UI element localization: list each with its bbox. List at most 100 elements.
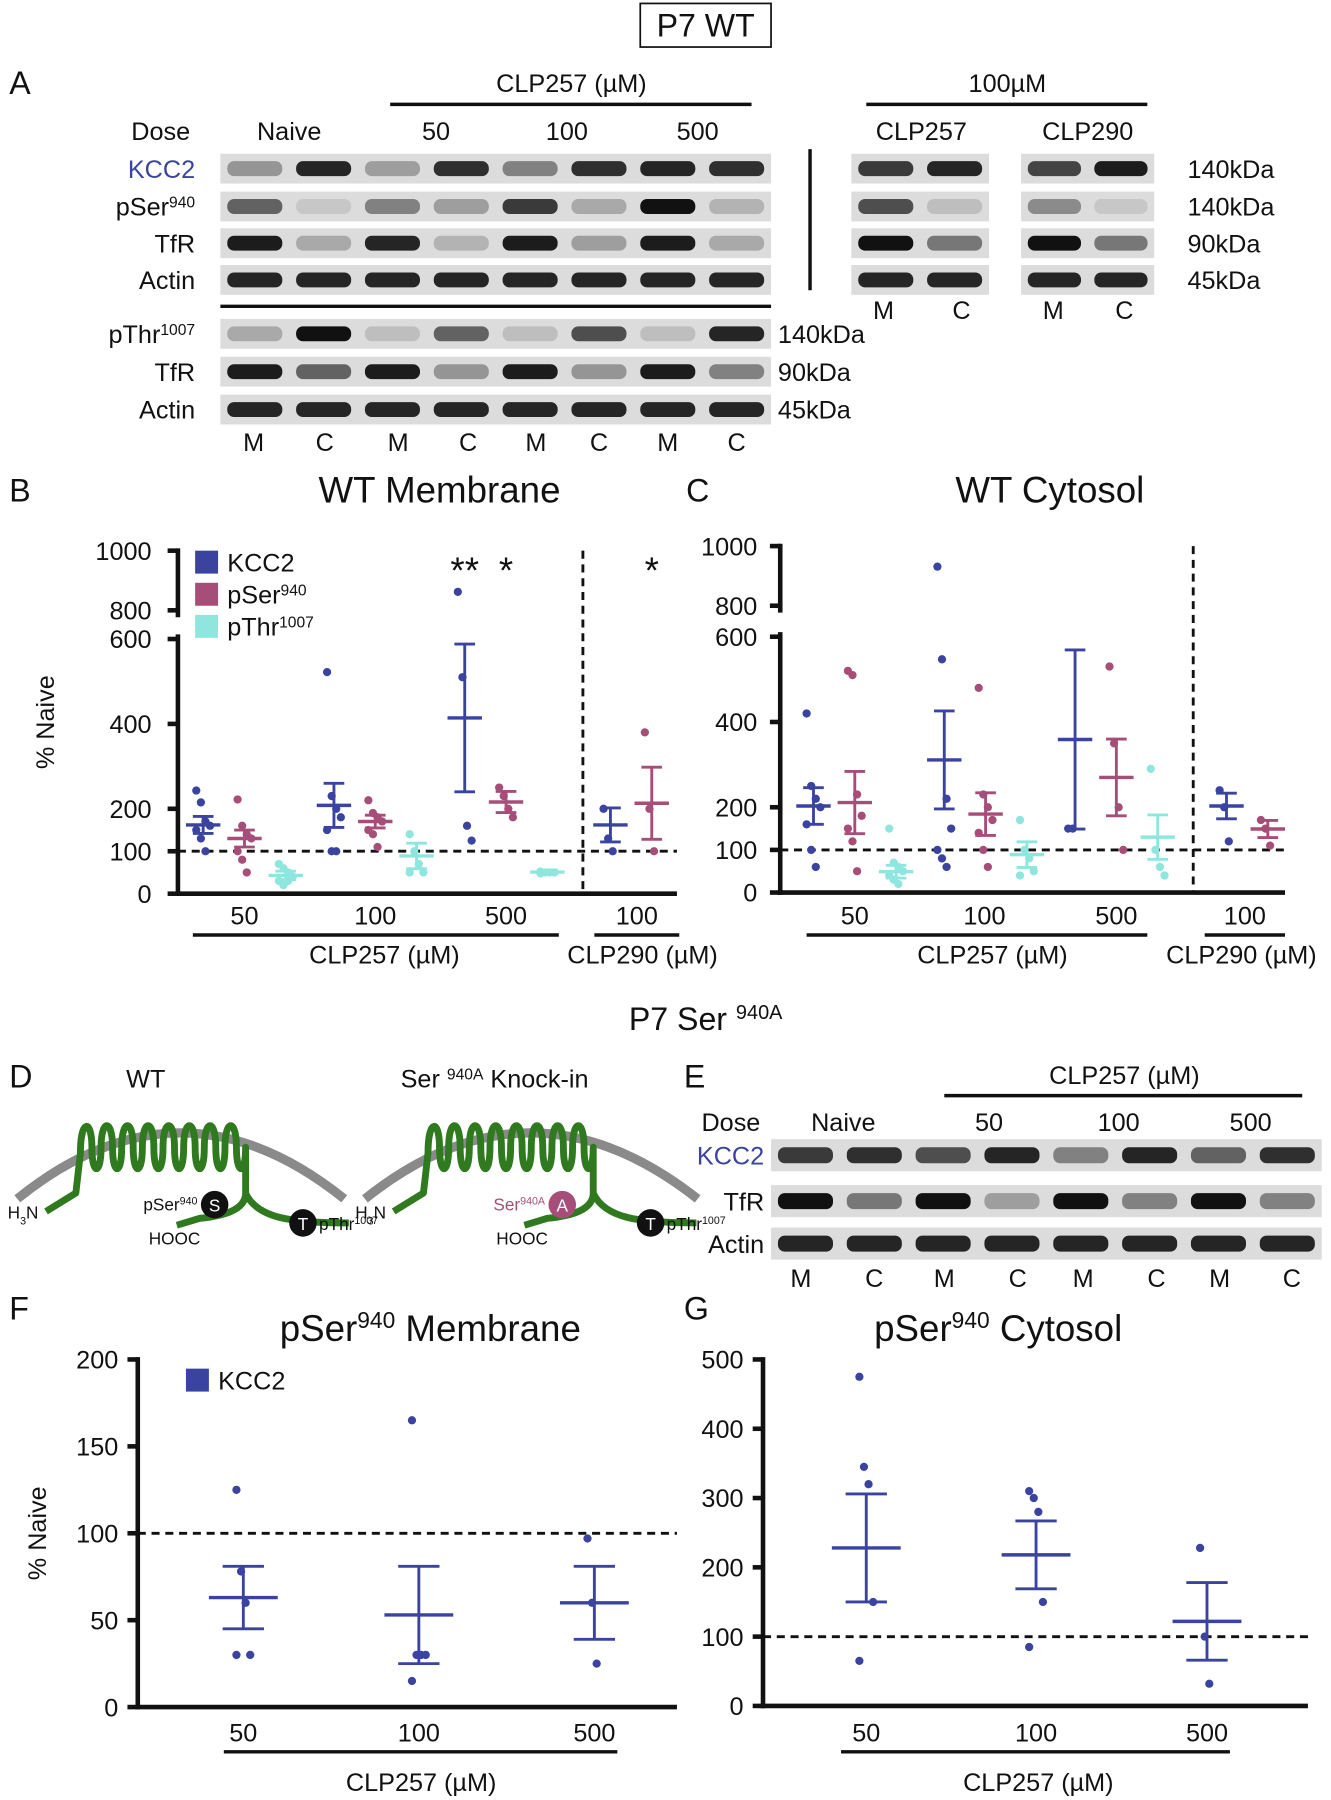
y-tick-label: 600 <box>109 626 151 654</box>
data-point <box>942 862 951 872</box>
blot-band <box>640 235 696 251</box>
diagram-label: Ser 940A Knock-in <box>401 1066 589 1094</box>
row-label: KCC2 <box>128 156 195 184</box>
terminus-label-part: N <box>374 1202 386 1222</box>
blot-band <box>915 1193 971 1210</box>
lane-label: M <box>525 429 546 457</box>
chart-title-part: Cytosol <box>990 1308 1123 1349</box>
row-label: Actin <box>708 1231 764 1259</box>
blot-band <box>846 1235 902 1252</box>
blot-band <box>502 326 558 342</box>
blot-band <box>858 272 914 288</box>
y-tick-label: 1000 <box>95 538 151 566</box>
blot-band <box>364 402 420 418</box>
lane-label: C <box>952 297 970 325</box>
site-label-part: pSer <box>143 1194 180 1214</box>
legend-label: KCC2 <box>227 549 294 577</box>
blot-band <box>984 1193 1040 1210</box>
blot-band <box>709 161 765 177</box>
data-point <box>894 879 903 889</box>
significance: * <box>645 550 659 591</box>
data-point <box>419 868 428 877</box>
blot-band <box>364 272 420 288</box>
diagram-label-part: Knock-in <box>483 1066 588 1094</box>
legend-swatch <box>195 614 219 638</box>
blot-band <box>1122 1147 1178 1164</box>
row-label: pSer940 <box>116 194 196 222</box>
data-point <box>983 862 993 872</box>
terminus-label: HOOC <box>149 1229 201 1249</box>
site-label-part: 940 <box>180 1195 198 1207</box>
site-symbol: S <box>209 1195 220 1215</box>
data-point <box>1205 1679 1214 1688</box>
y-tick-label: 100 <box>701 1624 743 1652</box>
x-tick-label: 50 <box>841 903 869 931</box>
site-label: pThr1007 <box>667 1214 726 1234</box>
site-label: Ser940A <box>493 1194 546 1214</box>
blot-band <box>1027 161 1082 177</box>
row-label: pThr1007 <box>109 321 196 349</box>
group-label: CLP257 (µM) <box>917 942 1067 970</box>
blot-band <box>227 161 283 177</box>
protein <box>44 1122 250 1229</box>
data-point <box>885 824 894 833</box>
legend-label: KCC2 <box>218 1367 285 1395</box>
legend-swatch <box>185 1368 209 1392</box>
y-tick-label: 400 <box>109 711 151 739</box>
site-circle <box>548 1190 577 1219</box>
data-point <box>857 811 866 820</box>
blot-band <box>777 1235 833 1252</box>
blot-strip <box>1021 191 1155 222</box>
dose: 500 <box>677 118 719 146</box>
lane-label: C <box>590 429 608 457</box>
row-label: KCC2 <box>697 1142 764 1170</box>
terminus-label-part: 3 <box>20 1215 26 1227</box>
data-point <box>852 867 862 876</box>
terminus-label-part: H <box>355 1202 367 1222</box>
y-tick-label: 0 <box>743 880 757 908</box>
blot-band <box>640 272 696 288</box>
blot-band <box>777 1147 833 1164</box>
y-tick-label: 50 <box>90 1607 118 1635</box>
panel-letter: F <box>9 1290 29 1326</box>
site-label-part: pThr <box>319 1214 355 1234</box>
data-point <box>192 786 201 795</box>
blot-band <box>858 199 914 214</box>
blot-band <box>1259 1147 1315 1164</box>
lane-label: C <box>1147 1265 1165 1293</box>
data-point <box>592 1659 601 1668</box>
chart-title: pSer940 Cytosol <box>874 1307 1122 1349</box>
data-point <box>933 562 942 571</box>
blot-band <box>571 326 627 342</box>
data-point <box>467 836 476 845</box>
x-tick-label: 500 <box>1186 1719 1228 1747</box>
data-point <box>453 587 462 596</box>
data-point <box>1105 662 1114 671</box>
row-label: TfR <box>724 1188 765 1216</box>
lane-label: M <box>873 297 894 325</box>
blot-band <box>709 364 765 380</box>
panel-letter: C <box>686 472 709 508</box>
dose: Naive <box>257 118 321 146</box>
protein <box>391 1122 597 1229</box>
blot-band <box>1190 1235 1246 1252</box>
data-point <box>1160 871 1169 880</box>
site-circle <box>200 1190 229 1219</box>
y-tick-label: 600 <box>715 624 757 652</box>
group-label: CLP290 (µM) <box>567 942 717 970</box>
blot-band <box>296 161 352 177</box>
terminus-label-part: N <box>26 1202 38 1222</box>
site-label-part: 1007 <box>354 1215 378 1227</box>
blot-band <box>709 272 765 288</box>
x-tick-label: 100 <box>616 903 658 931</box>
blot-band <box>1259 1235 1315 1252</box>
data-point <box>1146 764 1155 774</box>
blot-band <box>915 1147 971 1164</box>
data-point <box>1015 871 1025 880</box>
blot-band <box>1122 1193 1178 1210</box>
y-tick-label: 500 <box>701 1347 743 1375</box>
significance: * <box>499 550 513 591</box>
blot-band <box>571 402 627 418</box>
blot-band <box>640 402 696 418</box>
